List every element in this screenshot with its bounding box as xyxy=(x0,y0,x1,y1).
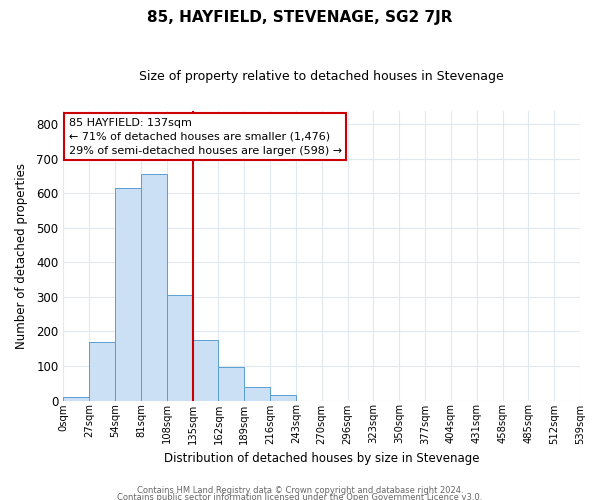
Bar xyxy=(141,174,167,400)
Text: 85 HAYFIELD: 137sqm
← 71% of detached houses are smaller (1,476)
29% of semi-det: 85 HAYFIELD: 137sqm ← 71% of detached ho… xyxy=(68,118,342,156)
Bar xyxy=(244,386,270,400)
Y-axis label: Number of detached properties: Number of detached properties xyxy=(15,162,28,348)
Bar xyxy=(64,397,89,400)
Bar xyxy=(167,295,193,401)
Bar xyxy=(193,340,218,400)
Text: Contains public sector information licensed under the Open Government Licence v3: Contains public sector information licen… xyxy=(118,494,482,500)
Text: Contains HM Land Registry data © Crown copyright and database right 2024.: Contains HM Land Registry data © Crown c… xyxy=(137,486,463,495)
Text: 85, HAYFIELD, STEVENAGE, SG2 7JR: 85, HAYFIELD, STEVENAGE, SG2 7JR xyxy=(147,10,453,25)
Bar xyxy=(89,342,115,400)
X-axis label: Distribution of detached houses by size in Stevenage: Distribution of detached houses by size … xyxy=(164,452,479,465)
Bar xyxy=(218,366,244,400)
Title: Size of property relative to detached houses in Stevenage: Size of property relative to detached ho… xyxy=(139,70,504,83)
Bar xyxy=(270,396,296,400)
Bar xyxy=(115,188,141,400)
